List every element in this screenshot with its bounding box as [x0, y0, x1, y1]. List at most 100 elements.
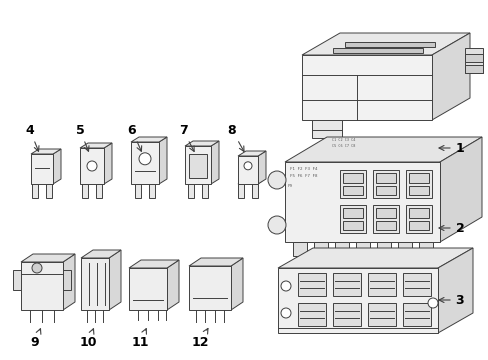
Bar — [408, 221, 428, 230]
Polygon shape — [189, 258, 243, 266]
Polygon shape — [285, 137, 481, 162]
Bar — [332, 273, 360, 296]
Bar — [297, 273, 325, 296]
Bar — [13, 270, 21, 290]
Bar — [80, 148, 104, 184]
Text: C5 C6 C7 C8: C5 C6 C7 C8 — [331, 144, 355, 148]
Circle shape — [281, 308, 290, 318]
Bar — [82, 184, 88, 198]
Polygon shape — [437, 248, 472, 333]
Text: 1: 1 — [438, 141, 464, 154]
Polygon shape — [159, 137, 167, 184]
Bar — [334, 242, 348, 256]
Polygon shape — [129, 260, 179, 268]
Polygon shape — [184, 141, 219, 146]
Bar — [405, 205, 431, 233]
Polygon shape — [80, 143, 112, 148]
Polygon shape — [167, 260, 179, 310]
Bar — [367, 273, 395, 296]
Text: 7: 7 — [178, 123, 194, 152]
Polygon shape — [109, 250, 121, 310]
Bar — [342, 208, 362, 218]
Bar — [375, 208, 395, 218]
Bar — [372, 205, 398, 233]
Bar — [376, 242, 390, 256]
Text: 5: 5 — [76, 123, 89, 151]
Circle shape — [267, 171, 285, 189]
Polygon shape — [258, 151, 265, 184]
Bar — [292, 242, 306, 256]
Polygon shape — [333, 48, 423, 53]
Polygon shape — [302, 33, 469, 55]
Bar — [464, 65, 482, 73]
Bar — [375, 186, 395, 195]
Polygon shape — [81, 250, 121, 258]
Text: 8: 8 — [227, 123, 244, 152]
Circle shape — [267, 216, 285, 234]
Bar — [63, 270, 71, 290]
Text: 4: 4 — [25, 123, 39, 151]
Bar — [302, 55, 431, 120]
Text: 10: 10 — [79, 329, 97, 348]
Polygon shape — [135, 181, 145, 184]
Polygon shape — [46, 181, 56, 184]
Polygon shape — [202, 181, 212, 184]
Bar — [129, 268, 167, 310]
Polygon shape — [238, 181, 247, 184]
Text: 11: 11 — [131, 329, 148, 348]
Bar — [31, 154, 53, 184]
Bar — [238, 156, 258, 184]
Circle shape — [139, 153, 151, 165]
Polygon shape — [431, 33, 469, 120]
Text: 3: 3 — [438, 293, 464, 306]
Bar — [332, 303, 360, 326]
Polygon shape — [131, 137, 167, 142]
Bar — [342, 186, 362, 195]
Bar — [375, 173, 395, 183]
Bar — [285, 162, 439, 242]
Polygon shape — [32, 181, 42, 184]
Polygon shape — [104, 143, 112, 184]
Text: 6: 6 — [127, 123, 142, 151]
Polygon shape — [344, 42, 434, 47]
Polygon shape — [230, 258, 243, 310]
Text: F1 F2 F3 F4: F1 F2 F3 F4 — [289, 167, 317, 171]
Bar — [184, 146, 210, 184]
Bar — [297, 303, 325, 326]
Bar — [135, 184, 141, 198]
Text: F5 F6 F7 F8: F5 F6 F7 F8 — [289, 174, 317, 178]
Bar — [21, 262, 63, 310]
Bar — [96, 184, 102, 198]
Bar — [32, 184, 38, 198]
Bar — [405, 170, 431, 198]
Bar — [464, 48, 482, 73]
Circle shape — [87, 161, 97, 171]
Bar — [313, 242, 327, 256]
Bar — [402, 273, 430, 296]
Bar — [342, 221, 362, 230]
Bar — [149, 184, 155, 198]
Bar — [202, 184, 207, 198]
Polygon shape — [53, 149, 61, 184]
Bar — [375, 221, 395, 230]
Circle shape — [281, 281, 290, 291]
Bar — [342, 173, 362, 183]
Text: F9: F9 — [287, 184, 292, 188]
Text: 12: 12 — [191, 328, 208, 348]
Bar — [189, 154, 206, 178]
Bar — [355, 242, 369, 256]
Bar — [408, 208, 428, 218]
Polygon shape — [238, 151, 265, 156]
Polygon shape — [96, 181, 106, 184]
Text: 2: 2 — [438, 221, 464, 234]
Polygon shape — [210, 141, 219, 184]
Bar — [397, 242, 411, 256]
Bar — [238, 184, 244, 198]
Text: C1 C2 C3 C4: C1 C2 C3 C4 — [331, 138, 355, 142]
Polygon shape — [149, 181, 159, 184]
Bar — [131, 142, 159, 184]
Bar — [408, 186, 428, 195]
Polygon shape — [31, 149, 61, 154]
Bar — [372, 170, 398, 198]
Bar — [339, 205, 365, 233]
